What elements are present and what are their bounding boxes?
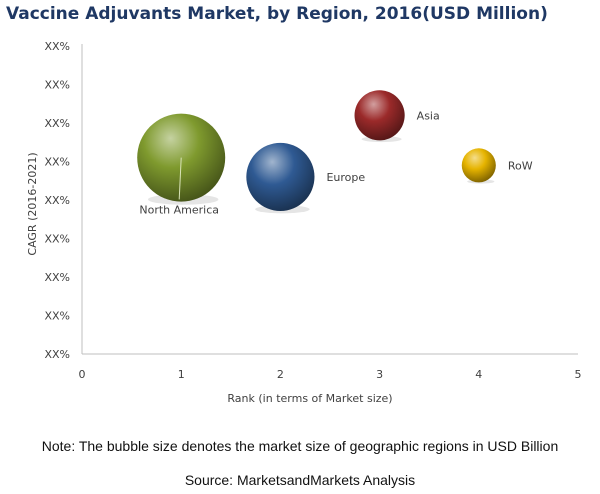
x-tick-label: 5 <box>575 368 582 381</box>
y-tick-label: XX% <box>44 310 70 323</box>
x-tick-label: 1 <box>178 368 185 381</box>
y-tick-label: XX% <box>44 40 70 53</box>
y-tick-label: XX% <box>44 194 70 207</box>
leader-line <box>178 157 182 200</box>
x-tick-label: 4 <box>475 368 482 381</box>
bubble-label: Europe <box>326 171 365 184</box>
x-tick-label: 3 <box>376 368 383 381</box>
bubble-labels: North America Europe Asia RoW <box>139 109 532 216</box>
x-axis-title: Rank (in terms of Market size) <box>227 392 392 405</box>
y-tick-label: XX% <box>44 233 70 246</box>
bubble-row <box>461 148 496 183</box>
bubble-asia <box>354 90 405 141</box>
chart-source: Source: MarketsandMarkets Analysis <box>184 472 416 488</box>
chart-title: Vaccine Adjuvants Market, by Region, 201… <box>6 4 548 24</box>
y-axis-title: CAGR (2016-2021) <box>26 152 39 255</box>
bubble-label: Asia <box>417 109 440 122</box>
bubble-label: North America <box>139 204 219 217</box>
chart-note: Note: The bubble size denotes the market… <box>41 438 559 454</box>
y-tick-label: XX% <box>44 79 70 92</box>
x-tick-label: 2 <box>277 368 284 381</box>
bubble-europe <box>246 142 315 211</box>
x-tick-label: 0 <box>79 368 86 381</box>
y-tick-label: XX% <box>44 156 70 169</box>
y-tick-label: XX% <box>44 271 70 284</box>
bubble-label: RoW <box>508 159 533 172</box>
y-tick-label: XX% <box>44 117 70 130</box>
y-tick-label: XX% <box>44 348 70 361</box>
bubble-series <box>137 90 496 214</box>
chart-axes: XX% XX% XX% XX% XX% XX% XX% XX% XX% 0 1 2 3 4 5 Rank (i… <box>26 40 582 405</box>
